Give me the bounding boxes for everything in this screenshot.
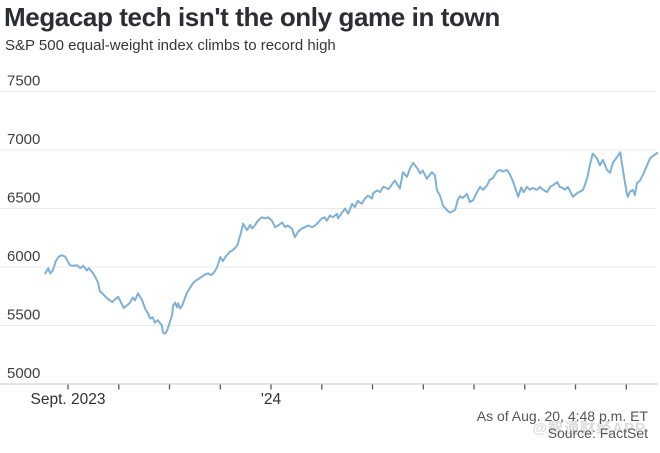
- page-title: Megacap tech isn't the only game in town: [4, 2, 500, 32]
- y-axis-tick-label: 7500: [7, 73, 40, 90]
- x-axis-tick-label: Sept. 2023: [31, 391, 106, 408]
- y-axis-tick-label: 6000: [7, 248, 40, 265]
- index-series-line: [44, 151, 659, 335]
- y-axis-tick-label: 5000: [7, 365, 40, 382]
- y-axis-tick-label: 6500: [7, 190, 40, 207]
- y-axis-tick-label: 5500: [7, 307, 40, 324]
- watermark: @智通财经APP: [532, 420, 646, 437]
- source-attribution: Source: FactSet: [547, 425, 648, 441]
- chart-footer: As of Aug. 20, 4:48 p.m. ET Source: Fact…: [477, 408, 648, 442]
- chart-subtitle: S&P 500 equal-weight index climbs to rec…: [5, 37, 336, 54]
- x-axis-tick-label: '24: [261, 391, 282, 408]
- as-of-timestamp: As of Aug. 20, 4:48 p.m. ET: [476, 408, 648, 424]
- y-axis-tick-label: 7000: [7, 131, 40, 148]
